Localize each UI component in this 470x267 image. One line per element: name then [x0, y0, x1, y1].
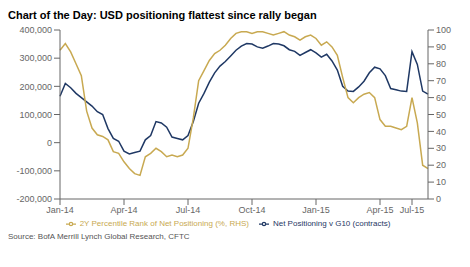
svg-text:Oct-14: Oct-14	[238, 205, 265, 215]
svg-text:40: 40	[436, 127, 446, 137]
svg-text:-200,000: -200,000	[16, 194, 52, 204]
svg-text:0: 0	[47, 138, 52, 148]
svg-text:30: 30	[436, 143, 446, 153]
svg-text:Apr-15: Apr-15	[366, 205, 393, 215]
svg-text:100,000: 100,000	[19, 110, 52, 120]
svg-text:400,000: 400,000	[19, 25, 52, 35]
svg-text:10: 10	[436, 177, 446, 187]
svg-text:70: 70	[436, 76, 446, 86]
html-text:Chart of the Day: USD position: Chart of the Day: USD positioning flatte…	[8, 9, 317, 21]
svg-text:80: 80	[436, 59, 446, 69]
svg-text:Jan-14: Jan-14	[46, 205, 74, 215]
html-text:Source: BofA Merrill Lynch Glo: Source: BofA Merrill Lynch Global Resear…	[8, 232, 190, 241]
svg-text:20: 20	[436, 160, 446, 170]
svg-text:0: 0	[436, 194, 441, 204]
svg-text:300,000: 300,000	[19, 53, 52, 63]
svg-text:90: 90	[436, 42, 446, 52]
svg-text:-100,000: -100,000	[16, 166, 52, 176]
svg-text:100: 100	[436, 25, 451, 35]
svg-text:Jan-15: Jan-15	[302, 205, 330, 215]
svg-text:Apr-14: Apr-14	[110, 205, 137, 215]
html-text:Net Positioning v G10 (contrac: Net Positioning v G10 (contracts)	[272, 219, 391, 229]
svg-text:50: 50	[436, 110, 446, 120]
svg-text:Jul-15: Jul-15	[400, 205, 425, 215]
html-text:2Y Percentile Rank of Net Posi: 2Y Percentile Rank of Net Positioning (%…	[79, 219, 249, 229]
svg-text:Jul-14: Jul-14	[176, 205, 201, 215]
svg-text:200,000: 200,000	[19, 82, 52, 92]
svg-text:60: 60	[436, 93, 446, 103]
